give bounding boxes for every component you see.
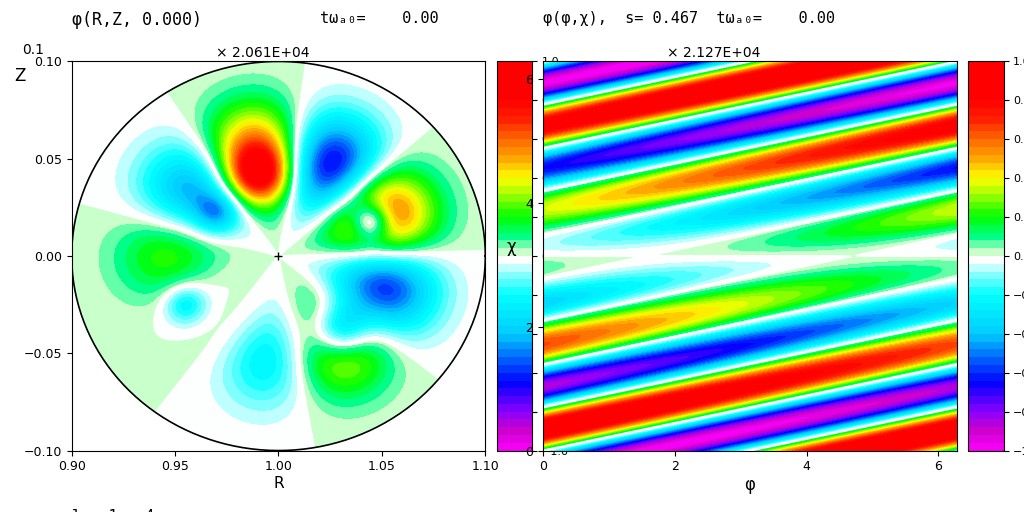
Text: marst-t code - ENEA - Frascati: marst-t code - ENEA - Frascati: [656, 168, 666, 344]
Text: l=  1,  4: l= 1, 4: [72, 509, 154, 512]
Text: × 2.061E+04: × 2.061E+04: [216, 46, 310, 60]
Text: φ(R,Z, 0.000): φ(R,Z, 0.000): [72, 11, 202, 29]
Text: Z: Z: [13, 67, 26, 85]
X-axis label: φ: φ: [744, 476, 756, 494]
Text: φ(φ,χ),  s= 0.467  tωₐ₀=    0.00: φ(φ,χ), s= 0.467 tωₐ₀= 0.00: [543, 11, 836, 26]
Text: × 2.127E+04: × 2.127E+04: [668, 46, 761, 60]
Text: 0.1: 0.1: [23, 42, 44, 57]
Text: tωₐ₀=    0.00: tωₐ₀= 0.00: [319, 11, 438, 26]
Y-axis label: χ: χ: [507, 238, 516, 256]
X-axis label: R: R: [273, 476, 284, 491]
